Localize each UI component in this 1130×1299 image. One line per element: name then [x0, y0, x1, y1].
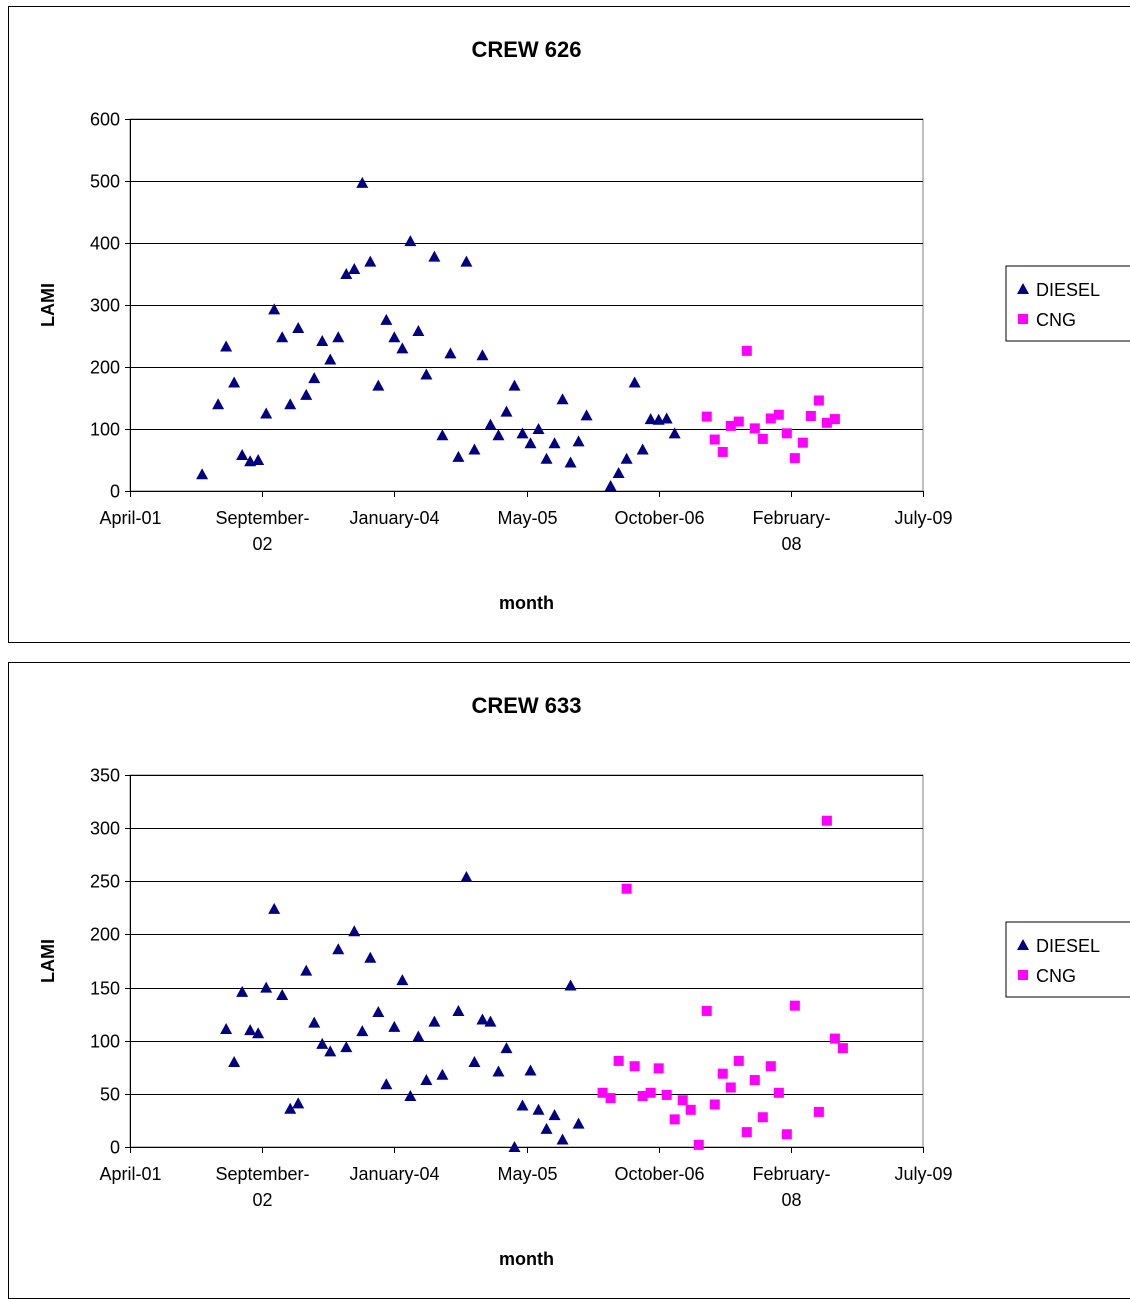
- chart-crew-626-svg: 0 100 200 300 400 500 600 April-01 September- 02 J…: [8, 6, 1130, 643]
- data-point-cng: [646, 1088, 656, 1098]
- x-tick-label: July-09: [894, 1164, 952, 1184]
- data-point-cng: [654, 1063, 664, 1073]
- chart-crew-633: 0 50 100 150 200 250 300 350 April-01 September- 0…: [8, 662, 1130, 1299]
- legend-label-diesel: DIESEL: [1036, 936, 1100, 956]
- data-point-cng: [614, 1056, 624, 1066]
- y-tick-label: 100: [90, 1032, 120, 1052]
- data-point-cng: [734, 417, 744, 427]
- x-tick-label: January-04: [349, 508, 439, 528]
- x-tick-label-line: February-: [752, 508, 830, 528]
- x-tick-label: January-04: [349, 1164, 439, 1184]
- y-tick-label: 600: [90, 110, 120, 130]
- data-point-cng: [750, 1075, 760, 1085]
- data-point-cng: [702, 412, 712, 422]
- y-tick-label: 200: [90, 925, 120, 945]
- data-point-cng: [742, 346, 752, 356]
- legend: DIESEL CNG: [1006, 922, 1130, 997]
- data-point-cng: [678, 1095, 688, 1105]
- x-tick-label: October-06: [614, 1164, 704, 1184]
- data-point-cng: [766, 1061, 776, 1071]
- data-point-cng: [774, 410, 784, 420]
- y-tick-label: 0: [110, 482, 120, 502]
- x-tick-label: October-06: [614, 508, 704, 528]
- data-point-cng: [806, 411, 816, 421]
- data-point-cng: [718, 1069, 728, 1079]
- data-point-cng: [710, 1099, 720, 1109]
- x-tick-label: April-01: [99, 508, 161, 528]
- x-tick-label: July-09: [894, 508, 952, 528]
- data-point-cng: [726, 1082, 736, 1092]
- x-tick-label-line: February-: [752, 1164, 830, 1184]
- legend-label-diesel: DIESEL: [1036, 280, 1100, 300]
- data-point-cng: [718, 447, 728, 457]
- data-point-cng: [710, 435, 720, 445]
- data-point-cng: [686, 1105, 696, 1115]
- data-point-cng: [662, 1090, 672, 1100]
- chart-title: CREW 626: [471, 37, 581, 62]
- data-point-cng: [630, 1061, 640, 1071]
- x-tick-label-line: 02: [252, 1190, 272, 1210]
- y-tick-label: 200: [90, 358, 120, 378]
- legend-label-cng: CNG: [1036, 966, 1076, 986]
- legend-marker-cng: [1018, 314, 1028, 324]
- data-point-cng: [790, 1001, 800, 1011]
- y-tick-label: 250: [90, 872, 120, 892]
- data-point-cng: [702, 1006, 712, 1016]
- y-tick-label: 300: [90, 819, 120, 839]
- y-axis-title: LAMI: [38, 939, 58, 983]
- x-tick-label-line: 08: [781, 534, 801, 554]
- data-point-cng: [822, 816, 832, 826]
- data-point-cng: [622, 884, 632, 894]
- y-tick-label: 300: [90, 296, 120, 316]
- data-point-cng: [814, 395, 824, 405]
- data-point-cng: [798, 438, 808, 448]
- data-point-cng: [814, 1107, 824, 1117]
- y-tick-label: 350: [90, 766, 120, 786]
- x-tick-label-line: September-: [215, 508, 309, 528]
- legend-marker-cng: [1018, 970, 1028, 980]
- legend: DIESEL CNG: [1006, 266, 1130, 341]
- data-point-cng: [774, 1088, 784, 1098]
- plot-area: [130, 775, 923, 1147]
- chart-crew-626: 0 100 200 300 400 500 600 April-01 September- 02 J…: [8, 6, 1130, 643]
- data-point-cng: [750, 423, 760, 433]
- y-tick-label: 400: [90, 234, 120, 254]
- legend-label-cng: CNG: [1036, 310, 1076, 330]
- data-point-cng: [830, 414, 840, 424]
- data-point-cng: [694, 1140, 704, 1150]
- y-tick-label: 150: [90, 979, 120, 999]
- data-point-cng: [782, 1129, 792, 1139]
- x-tick-label: May-05: [497, 508, 557, 528]
- x-tick-label: April-01: [99, 1164, 161, 1184]
- y-axis-title: LAMI: [38, 283, 58, 327]
- data-point-cng: [790, 453, 800, 463]
- chart-title: CREW 633: [471, 693, 581, 718]
- data-point-cng: [758, 1112, 768, 1122]
- x-axis-title: month: [499, 593, 554, 613]
- y-tick-label: 0: [110, 1138, 120, 1158]
- data-point-cng: [838, 1043, 848, 1053]
- x-tick-label-line: September-: [215, 1164, 309, 1184]
- data-point-cng: [758, 434, 768, 444]
- x-tick-label: May-05: [497, 1164, 557, 1184]
- x-tick-label-line: 08: [781, 1190, 801, 1210]
- data-point-cng: [670, 1114, 680, 1124]
- x-axis-title: month: [499, 1249, 554, 1269]
- chart-crew-633-svg: 0 50 100 150 200 250 300 350 April-01 September- 0…: [8, 662, 1130, 1299]
- data-point-cng: [830, 1034, 840, 1044]
- data-point-cng: [742, 1127, 752, 1137]
- x-tick-label-line: 02: [252, 534, 272, 554]
- y-tick-label: 500: [90, 172, 120, 192]
- data-point-cng: [606, 1093, 616, 1103]
- data-point-cng: [782, 428, 792, 438]
- data-point-cng: [734, 1056, 744, 1066]
- y-tick-label: 50: [100, 1085, 120, 1105]
- y-tick-label: 100: [90, 420, 120, 440]
